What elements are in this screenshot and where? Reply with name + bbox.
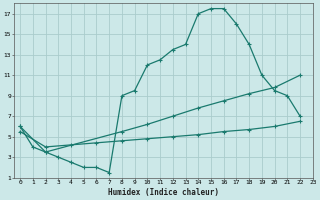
X-axis label: Humidex (Indice chaleur): Humidex (Indice chaleur) [108,188,219,197]
